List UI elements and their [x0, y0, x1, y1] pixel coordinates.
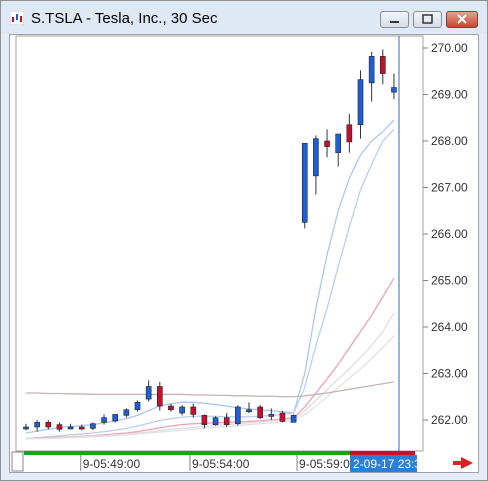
- crosshair-time-bg: [350, 455, 417, 472]
- candle-body: [190, 406, 197, 415]
- candle-body: [145, 386, 152, 400]
- moving-average-line: [25, 128, 395, 440]
- close-icon: [457, 14, 467, 24]
- candle-body: [23, 426, 29, 430]
- candle-body: [134, 402, 141, 411]
- window-title: S.TSLA - Tesla, Inc., 30 Sec: [31, 10, 218, 27]
- candle-body: [391, 87, 397, 93]
- price-tick-label: 263.00: [431, 367, 468, 381]
- candles: [23, 49, 397, 432]
- candle-body: [268, 414, 275, 417]
- price-tick-label: 262.00: [431, 413, 468, 427]
- candle-body: [212, 417, 219, 425]
- moving-average-line: [25, 119, 395, 434]
- candle-body: [279, 412, 286, 422]
- candle-body: [223, 417, 230, 425]
- session-bar: [24, 451, 415, 455]
- candle-body: [301, 143, 308, 223]
- price-tick-label: 269.00: [431, 88, 468, 102]
- candle-body: [56, 424, 63, 430]
- candle-body: [123, 409, 130, 416]
- candle-body: [101, 417, 107, 423]
- time-tick-label: 9-05:49:00: [83, 457, 141, 471]
- price-tick-label: 270.00: [431, 41, 468, 55]
- candle-body: [34, 422, 40, 428]
- scroll-right-arrow-icon[interactable]: [453, 457, 473, 469]
- candle-body: [368, 56, 375, 84]
- plot-area: [15, 35, 424, 452]
- title-bar[interactable]: S.TSLA - Tesla, Inc., 30 Sec: [1, 1, 487, 33]
- price-tick-label: 268.00: [431, 134, 468, 148]
- price-tick-label: 264.00: [431, 320, 468, 334]
- candle-body: [324, 140, 330, 147]
- candle-body: [179, 406, 185, 414]
- candle-body: [235, 406, 241, 425]
- candle-body: [168, 405, 174, 411]
- candle-body: [257, 406, 263, 418]
- candle-body: [45, 422, 52, 428]
- scroll-box[interactable]: [11, 451, 24, 472]
- price-tick-label: 265.00: [431, 274, 468, 288]
- time-tick-label: 9-05:54:00: [192, 457, 250, 471]
- close-button[interactable]: [446, 11, 478, 28]
- price-tick-label: 266.00: [431, 227, 468, 241]
- candle-body: [201, 415, 208, 425]
- price-tick-label: 267.00: [431, 181, 468, 195]
- chart-app-icon: [10, 11, 24, 25]
- candle-body: [357, 79, 364, 126]
- minimize-icon: [390, 21, 399, 23]
- candle-body: [290, 415, 297, 423]
- candle-body: [313, 138, 319, 177]
- candle-body: [346, 124, 353, 143]
- price-axis: 270.00 269.00 268.00 267.00 266.00 265.00 264.…: [423, 41, 468, 427]
- candle-body: [67, 426, 74, 430]
- candle-body: [335, 133, 342, 153]
- session-bar-end: [350, 451, 415, 455]
- moving-averages: [25, 119, 395, 440]
- candle-body: [112, 414, 118, 422]
- minimize-button[interactable]: [380, 11, 409, 28]
- maximize-button[interactable]: [413, 11, 442, 28]
- candle-body: [90, 423, 96, 429]
- time-tick-label: 9-05:59:00: [299, 457, 357, 471]
- candle-body: [379, 56, 386, 74]
- maximize-icon: [422, 14, 433, 24]
- time-axis: 9-05:49:00 9-05:54:00 9-05:59:00: [80, 455, 357, 471]
- candle-body: [157, 386, 163, 407]
- candle-body: [246, 409, 252, 413]
- moving-average-line: [26, 381, 395, 398]
- crosshair-time-label: 2-09-17 23:34:00: [353, 457, 445, 471]
- candle-body: [78, 426, 85, 430]
